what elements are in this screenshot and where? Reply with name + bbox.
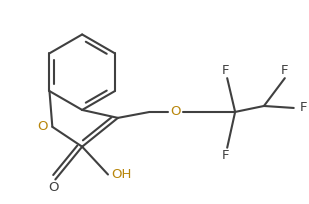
Text: F: F [300,101,307,114]
Text: F: F [222,149,229,162]
Text: F: F [222,64,229,77]
Text: O: O [48,181,59,194]
Text: F: F [281,64,289,77]
Text: O: O [37,120,48,133]
Text: O: O [170,105,181,119]
Text: OH: OH [112,168,132,181]
